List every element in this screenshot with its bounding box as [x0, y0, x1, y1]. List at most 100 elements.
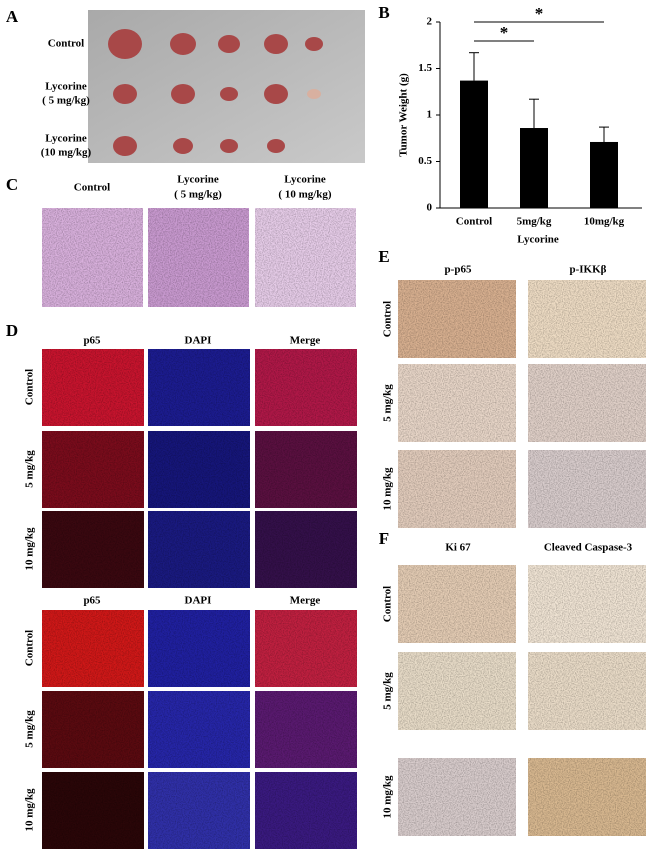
y-tick-label: 0	[427, 202, 433, 214]
micrograph-texture	[255, 431, 357, 508]
micrograph-texture	[255, 610, 357, 687]
micrograph-texture	[398, 565, 516, 643]
y-tick-label: 0.5	[418, 155, 432, 167]
tumor	[171, 84, 195, 104]
column-label: p-IKKβ	[570, 264, 607, 276]
panel-label: C	[6, 175, 18, 194]
row-label: ( 5 mg/kg)	[42, 95, 90, 107]
column-label: Cleaved Caspase-3	[544, 542, 633, 554]
micrograph-texture	[398, 364, 516, 442]
row-label: (10 mg/kg)	[41, 147, 92, 159]
tumor	[267, 139, 285, 153]
column-label: Lycorine	[284, 174, 326, 186]
row-label: Lycorine	[45, 133, 87, 145]
micrograph-texture	[148, 349, 250, 426]
micrograph-texture	[398, 280, 516, 358]
row-label: 10 mg/kg	[24, 788, 36, 832]
tumor	[220, 139, 238, 153]
micrograph-texture	[42, 691, 144, 768]
micrograph-texture	[255, 772, 357, 849]
panel-label: D	[6, 321, 18, 340]
column-label: DAPI	[185, 335, 212, 347]
row-label: 5 mg/kg	[24, 450, 36, 488]
tumor	[108, 29, 142, 59]
y-tick-label: 1.5	[418, 62, 432, 74]
row-label: Control	[24, 630, 36, 666]
row-label: Control	[382, 586, 394, 622]
tumor	[307, 89, 321, 99]
significance-mark: *	[500, 23, 509, 42]
row-label: 5 mg/kg	[382, 672, 394, 710]
micrograph-texture	[255, 349, 357, 426]
micrograph-texture	[42, 349, 144, 426]
micrograph-texture	[42, 610, 144, 687]
micrograph-texture	[42, 431, 144, 508]
micrograph-texture	[528, 450, 646, 528]
tumor	[113, 84, 137, 104]
column-label: Control	[74, 182, 110, 194]
row-label: 10 mg/kg	[382, 775, 394, 819]
tumor	[305, 37, 323, 51]
micrograph-texture	[528, 652, 646, 730]
micrograph-texture	[528, 758, 646, 836]
column-label: DAPI	[185, 595, 212, 607]
bar	[520, 128, 548, 208]
column-label: ( 5 mg/kg)	[174, 189, 222, 201]
column-label: ( 10 mg/kg)	[278, 189, 332, 201]
column-label: p-p65	[445, 264, 472, 276]
x-axis-label: Lycorine	[517, 234, 559, 246]
tumor	[218, 35, 240, 53]
column-label: Lycorine	[177, 174, 219, 186]
y-axis-label: Tumor Weight (g)	[398, 73, 410, 157]
panel-label: A	[6, 7, 19, 26]
row-label: Control	[382, 301, 394, 337]
tumor	[170, 33, 196, 55]
row-label: 5 mg/kg	[24, 710, 36, 748]
column-label: p65	[83, 595, 101, 607]
micrograph-texture	[528, 280, 646, 358]
panel-label: E	[378, 247, 389, 266]
tumor	[264, 34, 288, 54]
micrograph-texture	[528, 565, 646, 643]
x-tick-label: 10mg/kg	[584, 216, 625, 228]
micrograph-texture	[148, 691, 250, 768]
y-tick-label: 2	[427, 16, 433, 28]
micrograph-texture	[255, 511, 357, 588]
y-tick-label: 1	[427, 109, 433, 121]
micrograph-texture	[42, 511, 144, 588]
tumor	[264, 84, 288, 104]
micrograph-texture	[255, 208, 356, 307]
micrograph-texture	[148, 208, 249, 307]
micrograph-texture	[398, 758, 516, 836]
significance-mark: *	[535, 4, 544, 23]
tumor	[220, 87, 238, 101]
row-label: Control	[48, 38, 84, 50]
micrograph-texture	[398, 652, 516, 730]
panel-label: B	[378, 3, 389, 22]
row-label: Control	[24, 369, 36, 405]
row-label: 5 mg/kg	[382, 384, 394, 422]
bar	[590, 141, 618, 208]
x-tick-label: Control	[456, 216, 492, 228]
column-label: Merge	[290, 595, 321, 607]
x-tick-label: 5mg/kg	[517, 216, 552, 228]
micrograph-texture	[528, 364, 646, 442]
micrograph-texture	[148, 431, 250, 508]
micrograph-texture	[398, 450, 516, 528]
tumor	[173, 138, 193, 154]
micrograph-texture	[148, 610, 250, 687]
bar	[460, 80, 488, 208]
micrograph-texture	[42, 208, 143, 307]
panel-label: F	[379, 529, 389, 548]
row-label: Lycorine	[45, 81, 87, 93]
micrograph-texture	[148, 511, 250, 588]
column-label: Merge	[290, 335, 321, 347]
micrograph-texture	[255, 691, 357, 768]
micrograph-texture	[42, 772, 144, 849]
column-label: p65	[83, 335, 101, 347]
column-label: Ki 67	[445, 542, 471, 554]
tumor	[113, 136, 137, 156]
micrograph-texture	[148, 772, 250, 849]
row-label: 10 mg/kg	[382, 467, 394, 511]
